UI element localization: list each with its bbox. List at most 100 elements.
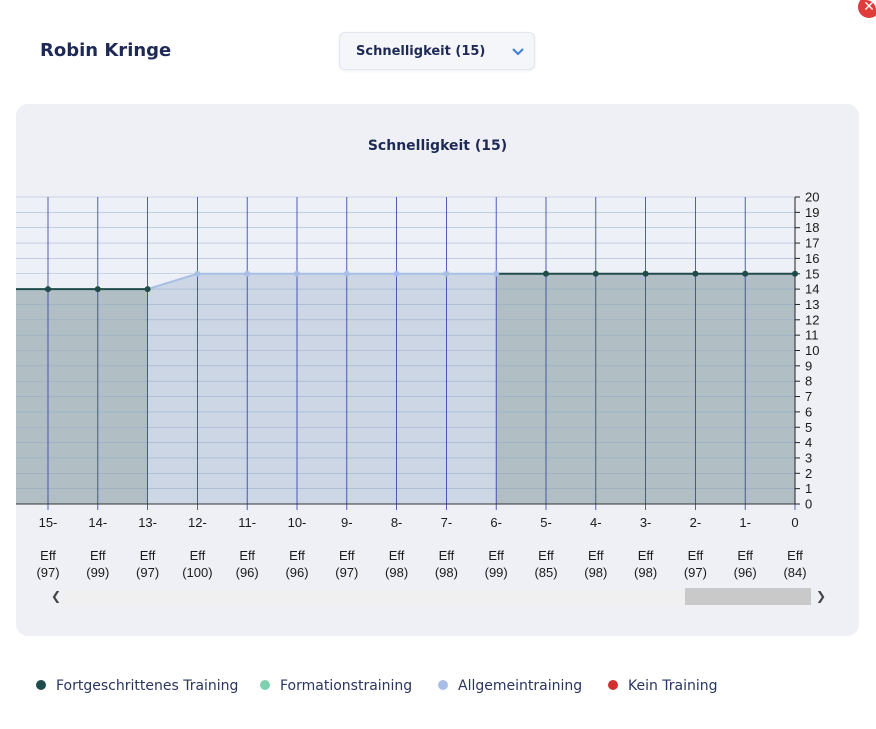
data-point <box>692 270 699 277</box>
y-tick-label: 1 <box>805 481 812 496</box>
legend-item-fortgeschrittenes: Fortgeschrittenes Training <box>36 678 238 694</box>
y-tick-label: 2 <box>805 466 812 481</box>
efficiency-value: (98) <box>584 565 607 580</box>
legend-dot <box>36 680 46 690</box>
efficiency-value: (97) <box>684 565 707 580</box>
efficiency-value: (96) <box>236 565 259 580</box>
chevron-down-icon <box>512 48 524 56</box>
chart-card: Schnelligkeit (15) 0 1 2 3 4 5 6 7 8 9 10 11 12 13 14 1… <box>16 104 859 636</box>
chart-scrollbar-track[interactable] <box>63 590 811 605</box>
y-tick-label: 15 <box>805 266 819 281</box>
efficiency-label: Eff <box>688 548 704 563</box>
efficiency-label: Eff <box>289 548 305 563</box>
efficiency-label: Eff <box>787 548 803 563</box>
efficiency-label: Eff <box>40 548 56 563</box>
x-tick-label: 2- <box>690 515 702 530</box>
skill-select[interactable]: Schnelligkeit (15) <box>339 32 535 70</box>
y-tick-label: 6 <box>805 404 812 419</box>
x-tick-label: 6- <box>490 515 502 530</box>
legend-label: Allgemeintraining <box>458 678 583 694</box>
efficiency-label: Eff <box>538 548 554 563</box>
y-tick-label: 5 <box>805 420 812 435</box>
y-tick-label: 9 <box>805 358 812 373</box>
skill-chart: 0123456789101112131415161718192015-Eff(9… <box>16 190 819 580</box>
efficiency-label: Eff <box>90 548 106 563</box>
area-segment <box>745 273 795 504</box>
y-tick-label: 11 <box>805 328 819 343</box>
data-point <box>742 270 749 277</box>
x-tick-label: 15- <box>39 515 58 530</box>
area-segment <box>695 273 746 504</box>
x-tick-label: 13- <box>138 515 157 530</box>
efficiency-value: (99) <box>485 565 508 580</box>
efficiency-value: (98) <box>385 565 408 580</box>
skill-select-value: Schnelligkeit (15) <box>356 44 486 59</box>
y-tick-label: 20 <box>805 190 819 205</box>
efficiency-label: Eff <box>588 548 604 563</box>
efficiency-value: (97) <box>36 565 59 580</box>
x-tick-label: 12- <box>188 515 207 530</box>
legend-dot <box>608 680 618 690</box>
y-tick-label: 3 <box>805 450 812 465</box>
efficiency-value: (98) <box>634 565 657 580</box>
data-point <box>194 270 201 277</box>
x-tick-label: 11- <box>238 515 256 530</box>
efficiency-value: (96) <box>734 565 757 580</box>
y-tick-label: 18 <box>805 220 819 235</box>
data-point <box>144 286 151 293</box>
data-point <box>294 270 300 277</box>
y-tick-label: 10 <box>805 343 819 358</box>
x-tick-label: 8- <box>391 515 403 530</box>
y-tick-label: 12 <box>805 312 819 327</box>
area-segment <box>496 273 546 504</box>
y-tick-label: 13 <box>805 297 819 312</box>
area-segment <box>396 273 447 504</box>
data-point <box>592 270 599 277</box>
data-point <box>393 270 400 277</box>
data-point <box>343 270 350 277</box>
efficiency-label: Eff <box>488 548 504 563</box>
area-segment <box>247 273 297 504</box>
player-name: Robin Kringe <box>40 40 172 61</box>
x-tick-label: 7- <box>441 515 453 530</box>
efficiency-label: Eff <box>140 548 156 563</box>
area-segment <box>645 273 696 504</box>
efficiency-label: Eff <box>239 548 255 563</box>
efficiency-label: Eff <box>389 548 405 563</box>
close-icon[interactable]: ✕ <box>858 0 876 18</box>
data-point <box>642 270 649 277</box>
x-tick-label: 1- <box>739 515 751 530</box>
scroll-left-icon[interactable]: ❮ <box>51 589 62 603</box>
efficiency-label: Eff <box>439 548 455 563</box>
legend-label: Kein Training <box>628 678 718 694</box>
area-segment <box>346 273 397 504</box>
y-tick-label: 0 <box>805 497 812 512</box>
x-tick-label: 4- <box>590 515 602 530</box>
x-tick-label: 9- <box>341 515 353 530</box>
area-segment <box>546 273 596 504</box>
legend-item-formation: Formationstraining <box>260 678 412 694</box>
y-tick-label: 17 <box>805 236 819 251</box>
scroll-right-icon[interactable]: ❯ <box>816 589 827 603</box>
data-point <box>443 270 450 277</box>
x-tick-label: 14- <box>88 515 107 530</box>
legend-dot <box>438 680 448 690</box>
efficiency-value: (97) <box>335 565 358 580</box>
data-point <box>493 270 500 277</box>
chart-scrollbar-thumb[interactable] <box>685 588 811 605</box>
y-tick-label: 16 <box>805 251 819 266</box>
y-tick-label: 19 <box>805 205 819 220</box>
efficiency-value: (85) <box>534 565 557 580</box>
efficiency-label: Eff <box>190 548 206 563</box>
x-tick-label: 5- <box>540 515 552 530</box>
efficiency-label: Eff <box>737 548 753 563</box>
y-tick-label: 4 <box>805 435 812 450</box>
area-segment <box>595 273 646 504</box>
legend-label: Formationstraining <box>280 678 413 694</box>
chart-title: Schnelligkeit (15) <box>367 138 508 154</box>
legend-dot <box>260 680 270 690</box>
legend-label: Fortgeschrittenes Training <box>56 678 239 694</box>
x-tick-label: 3- <box>640 515 652 530</box>
x-tick-label: 0 <box>791 515 798 530</box>
